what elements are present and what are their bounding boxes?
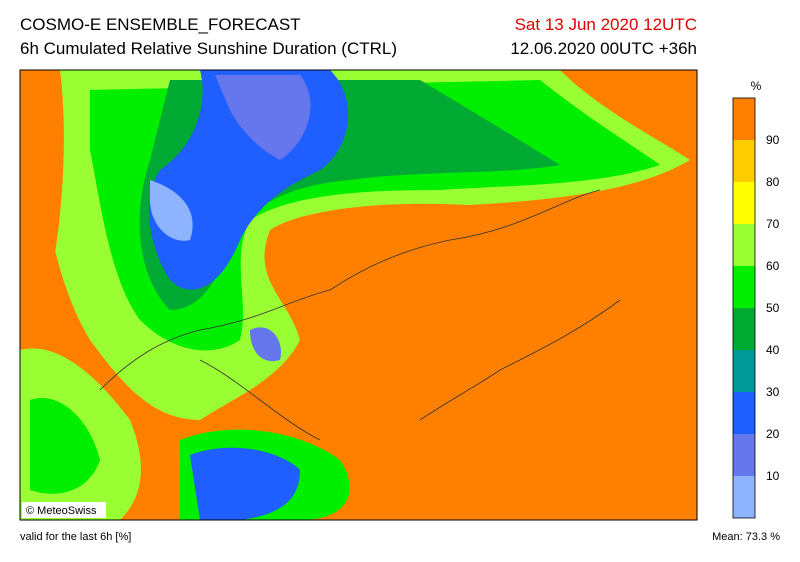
colorbar-unit: % [751,79,762,93]
colorbar-label: 70 [766,217,780,231]
subtitle: 6h Cumulated Relative Sunshine Duration … [20,39,397,58]
colorbar-label: 30 [766,385,780,399]
colorbar-label: 40 [766,343,780,357]
colorbar-label: 80 [766,175,780,189]
colorbar-label: 20 [766,427,780,441]
colorbar-label: 90 [766,133,780,147]
colorbar-label: 60 [766,259,780,273]
map: © MeteoSwiss [19,69,698,521]
valid-time: Sat 13 Jun 2020 12UTC [515,15,697,34]
footer-note: valid for the last 6h [%] [20,531,131,543]
colorbar: % 90 80 70 60 50 40 30 20 10 [732,79,780,519]
colorbar-label: 50 [766,301,780,315]
title: COSMO-E ENSEMBLE_FORECAST [20,15,301,34]
credit: © MeteoSwiss [26,505,97,517]
run-time: 12.06.2020 00UTC +36h [510,39,697,58]
border [99,189,621,441]
colorbar-label: 10 [766,469,780,483]
mean: Mean: 73.3 % [712,531,780,543]
